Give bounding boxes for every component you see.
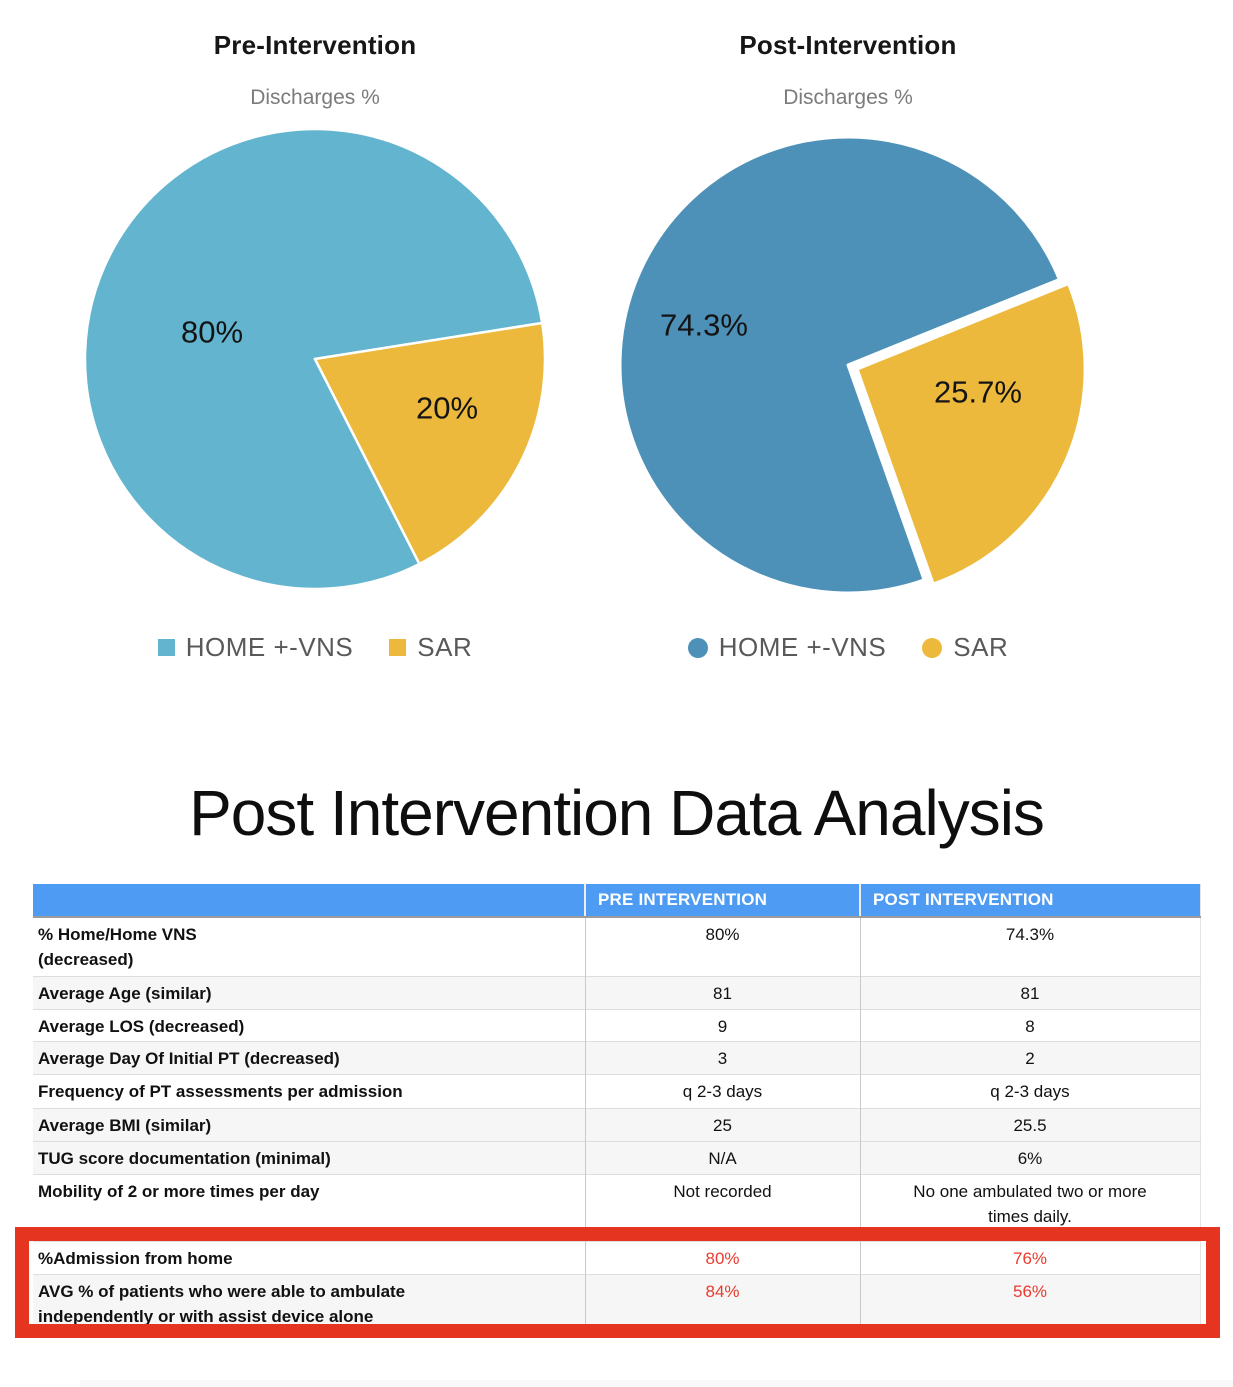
- row-label: Average BMI (similar): [33, 1107, 586, 1141]
- table-header: PRE INTERVENTION POST INTERVENTION: [33, 884, 1200, 918]
- pie-post-intervention: 74.3% 25.7%: [618, 135, 1087, 595]
- row-label: Average Age (similar): [33, 975, 586, 1009]
- pie-slice-label: 25.7%: [934, 375, 1022, 410]
- pie-slice-label: 80%: [181, 315, 243, 350]
- row-label: TUG score documentation (minimal): [33, 1140, 586, 1174]
- legend-label: SAR: [953, 632, 1009, 662]
- table-row: Average Age (similar) 81 81: [33, 975, 1200, 1009]
- legend-item: SAR: [389, 632, 472, 663]
- pie-chart-post-intervention: Post-Intervention Discharges % 74.3% 25.7…: [588, 18, 1108, 683]
- cell-post-intervention: q 2-3 days: [860, 1073, 1200, 1108]
- column-header: POST INTERVENTION: [860, 884, 1200, 918]
- column-header: PRE INTERVENTION: [585, 884, 861, 918]
- table-row: TUG score documentation (minimal) N/A 6%: [33, 1140, 1200, 1174]
- legend-item: SAR: [922, 632, 1008, 663]
- legend-item: HOME +-VNS: [157, 632, 354, 663]
- cell-post-intervention: 74.3%: [860, 916, 1200, 976]
- pie-slice-home-vns: [83, 127, 544, 591]
- cell-pre-intervention: 80%: [585, 1240, 861, 1274]
- legend-circle-marker-icon: [687, 637, 708, 658]
- highlight-rectangle: [15, 1227, 1220, 1338]
- pie-slice-label: 20%: [416, 391, 478, 426]
- section-title: Post Intervention Data Analysis: [189, 777, 1045, 849]
- row-label: Frequency of PT assessments per admissio…: [33, 1073, 586, 1108]
- table-row: %Admission from home 80% 76%: [33, 1240, 1200, 1274]
- column-header: [33, 884, 586, 918]
- pie-slice-home-vns: [618, 135, 1061, 595]
- legend-circle-marker-icon: [922, 637, 943, 658]
- pie-slice-sar: [855, 282, 1087, 586]
- cell-pre-intervention: q 2-3 days: [585, 1073, 861, 1108]
- cell-post-intervention: 81: [860, 975, 1200, 1009]
- chart-subtitle-post: Discharges %: [783, 86, 913, 109]
- cell-post-intervention: 8: [860, 1008, 1200, 1041]
- pie-slice-label: 74.3%: [660, 308, 748, 343]
- row-label: % Home/Home VNS (decreased): [33, 916, 586, 976]
- legend-label: SAR: [417, 632, 473, 662]
- legend-square-marker-icon: [157, 639, 175, 656]
- cell-post-intervention: 6%: [860, 1140, 1200, 1174]
- bottom-edge-strip: [80, 1380, 1233, 1387]
- legend-label: HOME +-VNS: [718, 632, 887, 662]
- table-row: Average Day Of Initial PT (decreased) 3 2: [33, 1040, 1200, 1074]
- cell-pre-intervention: 81: [585, 975, 861, 1009]
- cell-pre-intervention: 80%: [585, 916, 861, 976]
- cell-pre-intervention: 25: [585, 1107, 861, 1141]
- cell-post-intervention: 2: [860, 1040, 1200, 1074]
- cell-pre-intervention: 9: [585, 1008, 861, 1041]
- legend-item: HOME +-VNS: [687, 632, 887, 663]
- chart-title-post: Post-Intervention: [739, 30, 957, 60]
- table-row: Average BMI (similar) 25 25.5: [33, 1107, 1200, 1141]
- chart-subtitle-pre: Discharges %: [250, 86, 380, 109]
- row-label: Average LOS (decreased): [33, 1008, 586, 1041]
- row-label: Average Day Of Initial PT (decreased): [33, 1040, 586, 1074]
- cell-pre-intervention: N/A: [585, 1140, 861, 1174]
- pie-chart-pre-intervention: Pre-Intervention Discharges % 80% 20% HOM…: [55, 18, 575, 683]
- cell-pre-intervention: 3: [585, 1040, 861, 1074]
- pie-pre-intervention: 80% 20%: [83, 127, 547, 591]
- row-label: %Admission from home: [33, 1240, 586, 1274]
- table-row: Frequency of PT assessments per admissio…: [33, 1073, 1200, 1108]
- chart-title-pre: Pre-Intervention: [213, 30, 417, 60]
- legend-square-marker-icon: [389, 639, 407, 656]
- pie-slice-sar: [313, 321, 547, 566]
- cell-post-intervention: 76%: [860, 1240, 1200, 1274]
- legend-label: HOME +-VNS: [185, 632, 354, 662]
- table-row: Average LOS (decreased) 9 8: [33, 1008, 1200, 1041]
- legend-pre: HOME +-VNS SAR: [55, 632, 575, 663]
- table-row: % Home/Home VNS (decreased) 80% 74.3%: [33, 916, 1200, 976]
- legend-post: HOME +-VNS SAR: [588, 632, 1108, 663]
- cell-post-intervention: 25.5: [860, 1107, 1200, 1141]
